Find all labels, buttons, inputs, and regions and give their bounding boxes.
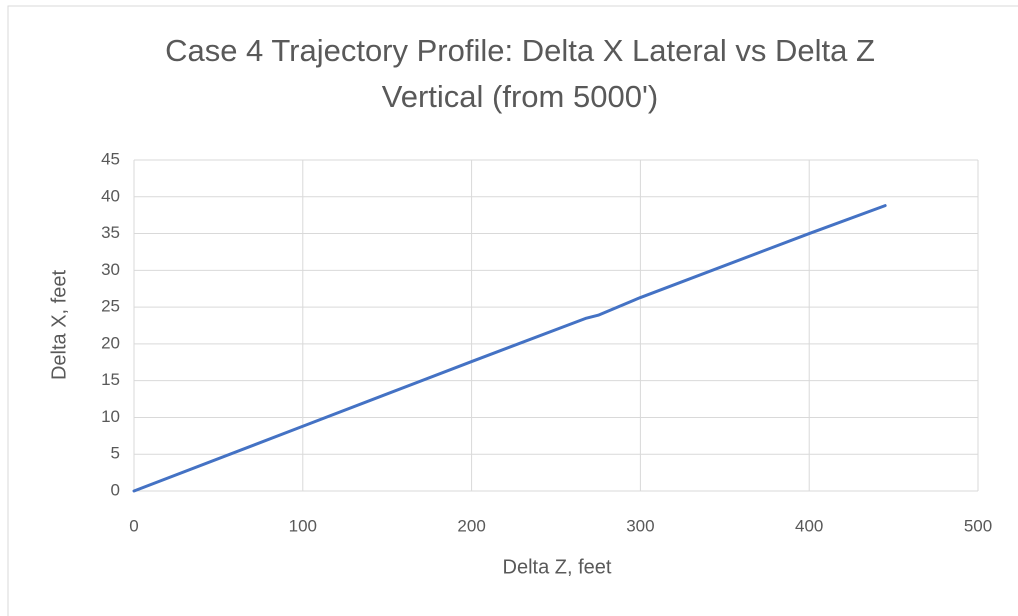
y-tick-label: 15 xyxy=(101,370,120,389)
x-tick-label: 300 xyxy=(626,516,654,535)
y-tick-label: 0 xyxy=(111,480,120,499)
y-tick-label: 30 xyxy=(101,260,120,279)
y-tick-label: 40 xyxy=(101,186,120,205)
y-tick-label: 5 xyxy=(111,444,120,463)
y-tick-label: 35 xyxy=(101,223,120,242)
y-tick-label: 20 xyxy=(101,333,120,352)
y-tick-label: 10 xyxy=(101,407,120,426)
chart-border xyxy=(7,5,1018,616)
chart-title: Case 4 Trajectory Profile: Delta X Later… xyxy=(165,33,875,114)
x-tick-label: 0 xyxy=(129,516,138,535)
x-tick-label: 200 xyxy=(457,516,485,535)
data-line xyxy=(132,204,887,493)
y-axis-label: Delta X, feet xyxy=(48,270,70,381)
x-axis-label: Delta Z, feet xyxy=(503,556,612,578)
y-tick-label: 25 xyxy=(101,297,120,316)
x-tick-label: 100 xyxy=(289,516,317,535)
x-tick-label: 500 xyxy=(964,516,992,535)
x-tick-label: 400 xyxy=(795,516,823,535)
y-tick-label: 45 xyxy=(101,149,120,168)
